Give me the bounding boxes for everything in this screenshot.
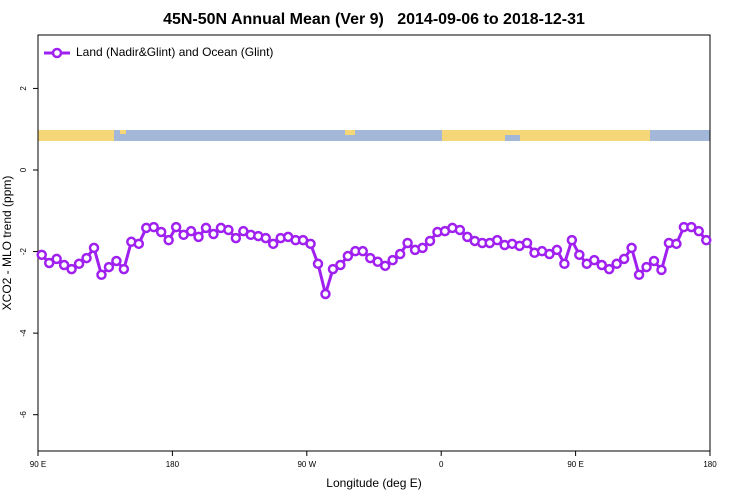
marker [589,254,600,266]
marker [73,258,85,270]
marker [103,261,115,273]
marker [701,234,712,246]
chart-title: 45N-50N Annual Mean (Ver 9) 2014-09-06 t… [163,11,585,28]
x-tick-label: 90 W [297,460,316,469]
marker [208,228,219,240]
marker [43,257,55,269]
marker [148,221,159,233]
marker [58,259,70,271]
x-tick-label: 90 E [30,460,46,469]
marker [626,242,637,254]
legend-label: Land (Nadir&Glint) and Ocean (Glint) [76,45,273,59]
marker [155,226,167,238]
marker [36,249,47,261]
x-tick-label: 180 [166,460,180,469]
land [442,130,650,141]
marker [223,224,234,236]
marker [88,242,100,254]
x-tick-label: 0 [439,460,444,469]
y-tick-label: 2 [19,86,28,91]
x-tick-label: 90 E [567,460,583,469]
marker [454,224,466,236]
marker [357,245,369,257]
legend-marker [51,47,63,59]
marker [163,234,174,246]
marker [230,232,242,244]
marker [200,222,212,234]
marker [551,244,563,256]
x-axis-label: Longitude (deg E) [326,476,421,490]
marker [641,261,652,273]
marker [491,234,503,246]
marker [66,263,77,275]
marker [185,225,197,237]
marker [320,288,331,300]
marker [574,249,585,261]
marker [611,258,622,270]
marker [618,253,630,265]
y-tick-label: -4 [19,329,28,337]
marker [648,255,660,267]
y-tick-label: 0 [19,167,28,172]
marker [312,258,324,270]
marker [394,248,406,260]
marker [656,264,667,276]
marker [671,238,682,250]
marker [686,221,697,233]
marker [372,256,383,268]
marker [342,250,354,262]
marker [462,231,473,243]
land [120,130,126,134]
y-tick-label: -6 [19,411,28,419]
marker [111,255,122,267]
marker [402,237,413,249]
x-tick-label: 180 [703,460,717,469]
marker [566,234,578,246]
ocean [38,130,710,141]
y-tick-label: -2 [19,247,28,255]
marker [267,238,279,250]
marker [417,242,428,254]
marker [693,225,705,237]
marker [633,269,645,281]
marker [603,263,615,275]
marker [118,263,130,275]
y-axis-label: XCO2 - MLO trend (ppm) [0,176,14,311]
marker [81,252,92,264]
marker [559,258,570,270]
land [38,130,114,141]
marker [96,269,107,281]
marker [193,231,204,243]
marker [379,260,391,272]
map-strip [38,130,710,141]
marker [335,259,346,271]
marker [596,259,607,271]
marker [387,254,398,266]
marker [424,235,436,247]
land [345,130,355,135]
marker [305,238,316,250]
marker [544,248,555,260]
marker [51,253,62,265]
ocean [505,135,520,141]
marker [521,237,533,249]
marker [133,238,145,250]
marker [260,232,271,244]
marker [327,263,339,275]
marker [170,221,182,233]
